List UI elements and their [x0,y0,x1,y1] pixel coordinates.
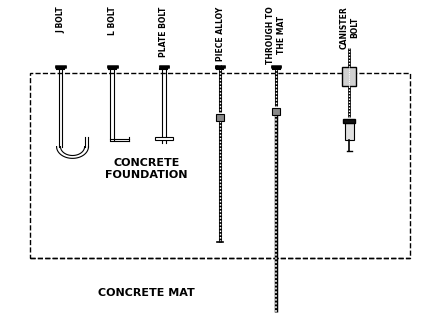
Bar [342,67,356,86]
Text: L BOLT: L BOLT [108,6,117,35]
Text: CONCRETE
FOUNDATION: CONCRETE FOUNDATION [106,158,188,180]
Text: 2 PIECE ALLOY: 2 PIECE ALLOY [216,6,224,69]
Text: THROUGH TO
THE MAT: THROUGH TO THE MAT [266,6,286,64]
Text: CONCRETE MAT: CONCRETE MAT [98,288,195,298]
Bar [216,114,224,122]
Text: J BOLT: J BOLT [56,6,65,33]
Bar [343,119,356,123]
Bar [272,108,280,115]
Bar [155,137,172,140]
Text: CANISTER
BOLT: CANISTER BOLT [340,6,359,49]
Bar [345,123,354,140]
Bar [30,73,410,258]
Text: PLATE BOLT: PLATE BOLT [159,6,169,57]
